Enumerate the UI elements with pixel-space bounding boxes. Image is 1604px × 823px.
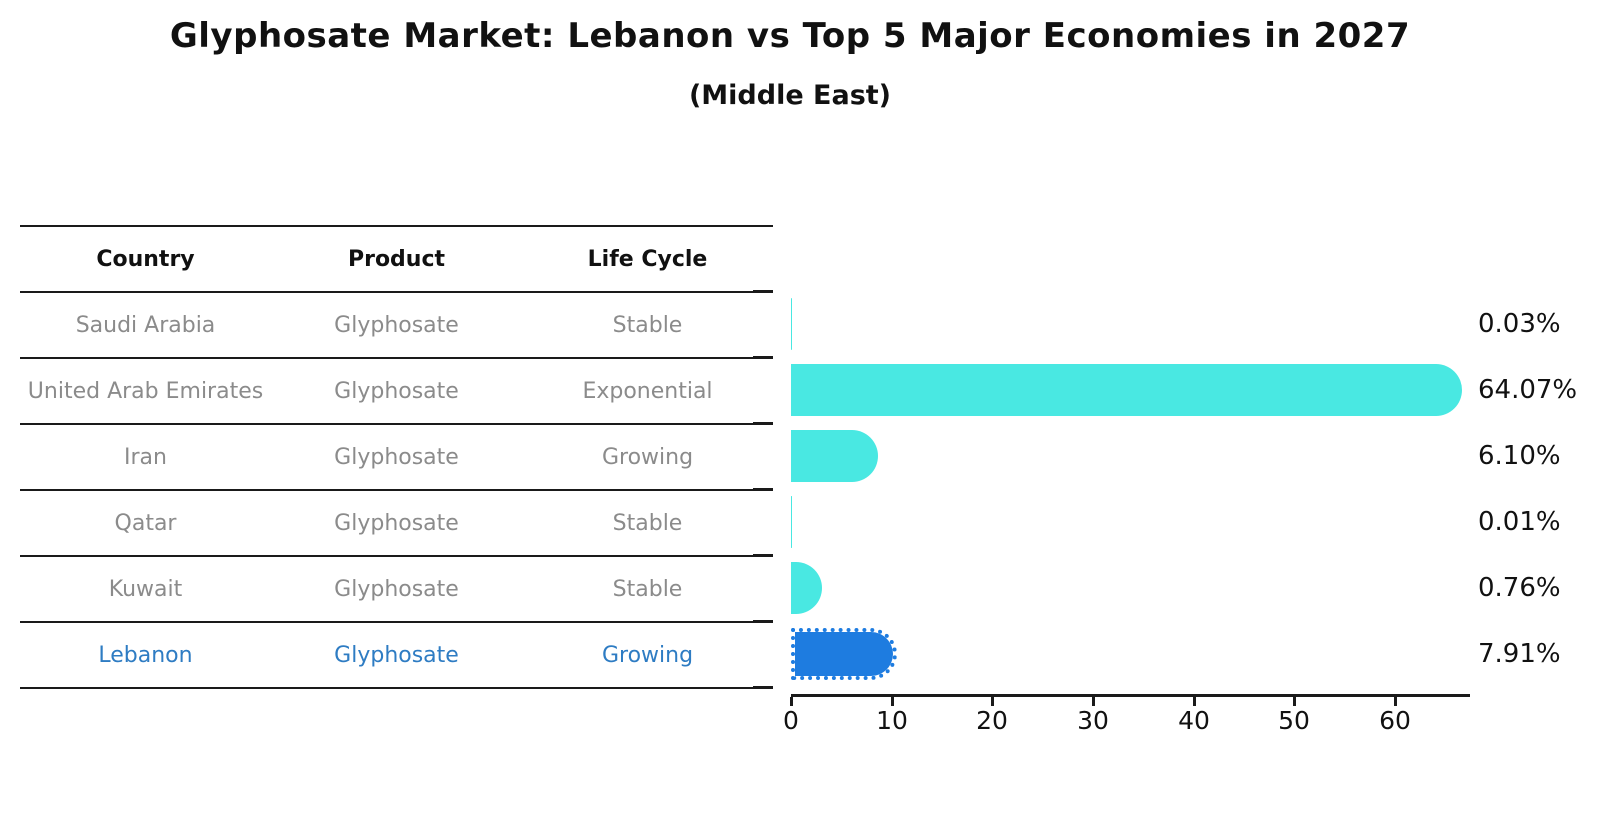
y-tick [753,554,773,556]
table-cell-country: Saudi Arabia [75,312,216,338]
x-tick [991,697,994,706]
table-header-life-cycle: Life Cycle [587,246,708,272]
value-label: 0.03% [1478,309,1561,339]
table-cell-life-cycle: Growing [601,642,694,668]
y-tick [753,422,773,424]
table-header-row: Country Product Life Cycle [20,227,773,293]
x-tick-label: 60 [1379,706,1411,735]
value-label: 0.76% [1478,573,1561,603]
table-cell-product: Glyphosate [334,444,459,470]
table-cell-country: Kuwait [108,576,183,602]
table-row: Saudi Arabia Glyphosate Stable [20,293,773,359]
bar-saudi-arabia [791,298,793,350]
table-cell-product: Glyphosate [334,576,459,602]
x-tick-label: 20 [976,706,1008,735]
table-row: United Arab Emirates Glyphosate Exponent… [20,359,773,425]
value-label: 7.91% [1478,639,1561,669]
table-header-product: Product [347,246,446,272]
bar-united-arab-emirates [791,364,1463,416]
table-cell-product: Glyphosate [334,378,459,404]
table-cell-country: United Arab Emirates [27,378,264,404]
table-cell-product: Glyphosate [334,312,459,338]
table-cell-country: Qatar [114,510,177,536]
comparison-table: Country Product Life Cycle Saudi Arabia … [20,225,773,689]
chart-subtitle: (Middle East) [688,80,892,111]
table-cell-life-cycle: Growing [601,444,694,470]
y-tick [753,356,773,358]
table-row-highlighted: Lebanon Glyphosate Growing [20,623,773,689]
table-cell-life-cycle: Stable [612,312,683,338]
x-tick [790,697,793,706]
bar-qatar [791,496,792,548]
y-tick [753,290,773,292]
table-cell-country: Lebanon [98,642,193,668]
y-tick [753,488,773,490]
x-tick [1092,697,1095,706]
chart-title: Glyphosate Market: Lebanon vs Top 5 Majo… [169,16,1411,56]
x-tick [1293,697,1296,706]
y-tick [753,686,773,688]
y-tick [753,620,773,622]
table-row: Kuwait Glyphosate Stable [20,557,773,623]
table-cell-life-cycle: Stable [612,510,683,536]
table-cell-product: Glyphosate [334,510,459,536]
x-tick-label: 40 [1178,706,1210,735]
x-tick [1394,697,1397,706]
bar-kuwait [791,562,822,614]
bar-lebanon [791,628,897,680]
value-label: 6.10% [1478,441,1561,471]
x-tick-label: 10 [876,706,908,735]
bar-iran [791,430,879,482]
x-tick-label: 30 [1077,706,1109,735]
x-tick [891,697,894,706]
x-tick [1193,697,1196,706]
x-tick-label: 50 [1278,706,1310,735]
value-label: 64.07% [1478,375,1578,405]
x-tick-label: 0 [783,706,799,735]
table-cell-life-cycle: Exponential [582,378,713,404]
x-axis-line [791,694,1470,697]
table-cell-country: Iran [124,444,167,470]
table-header-country: Country [96,246,195,272]
table-cell-life-cycle: Stable [612,576,683,602]
value-label: 0.01% [1478,507,1561,537]
table-row: Qatar Glyphosate Stable [20,491,773,557]
table-cell-product: Glyphosate [334,642,459,668]
table-row: Iran Glyphosate Growing [20,425,773,491]
